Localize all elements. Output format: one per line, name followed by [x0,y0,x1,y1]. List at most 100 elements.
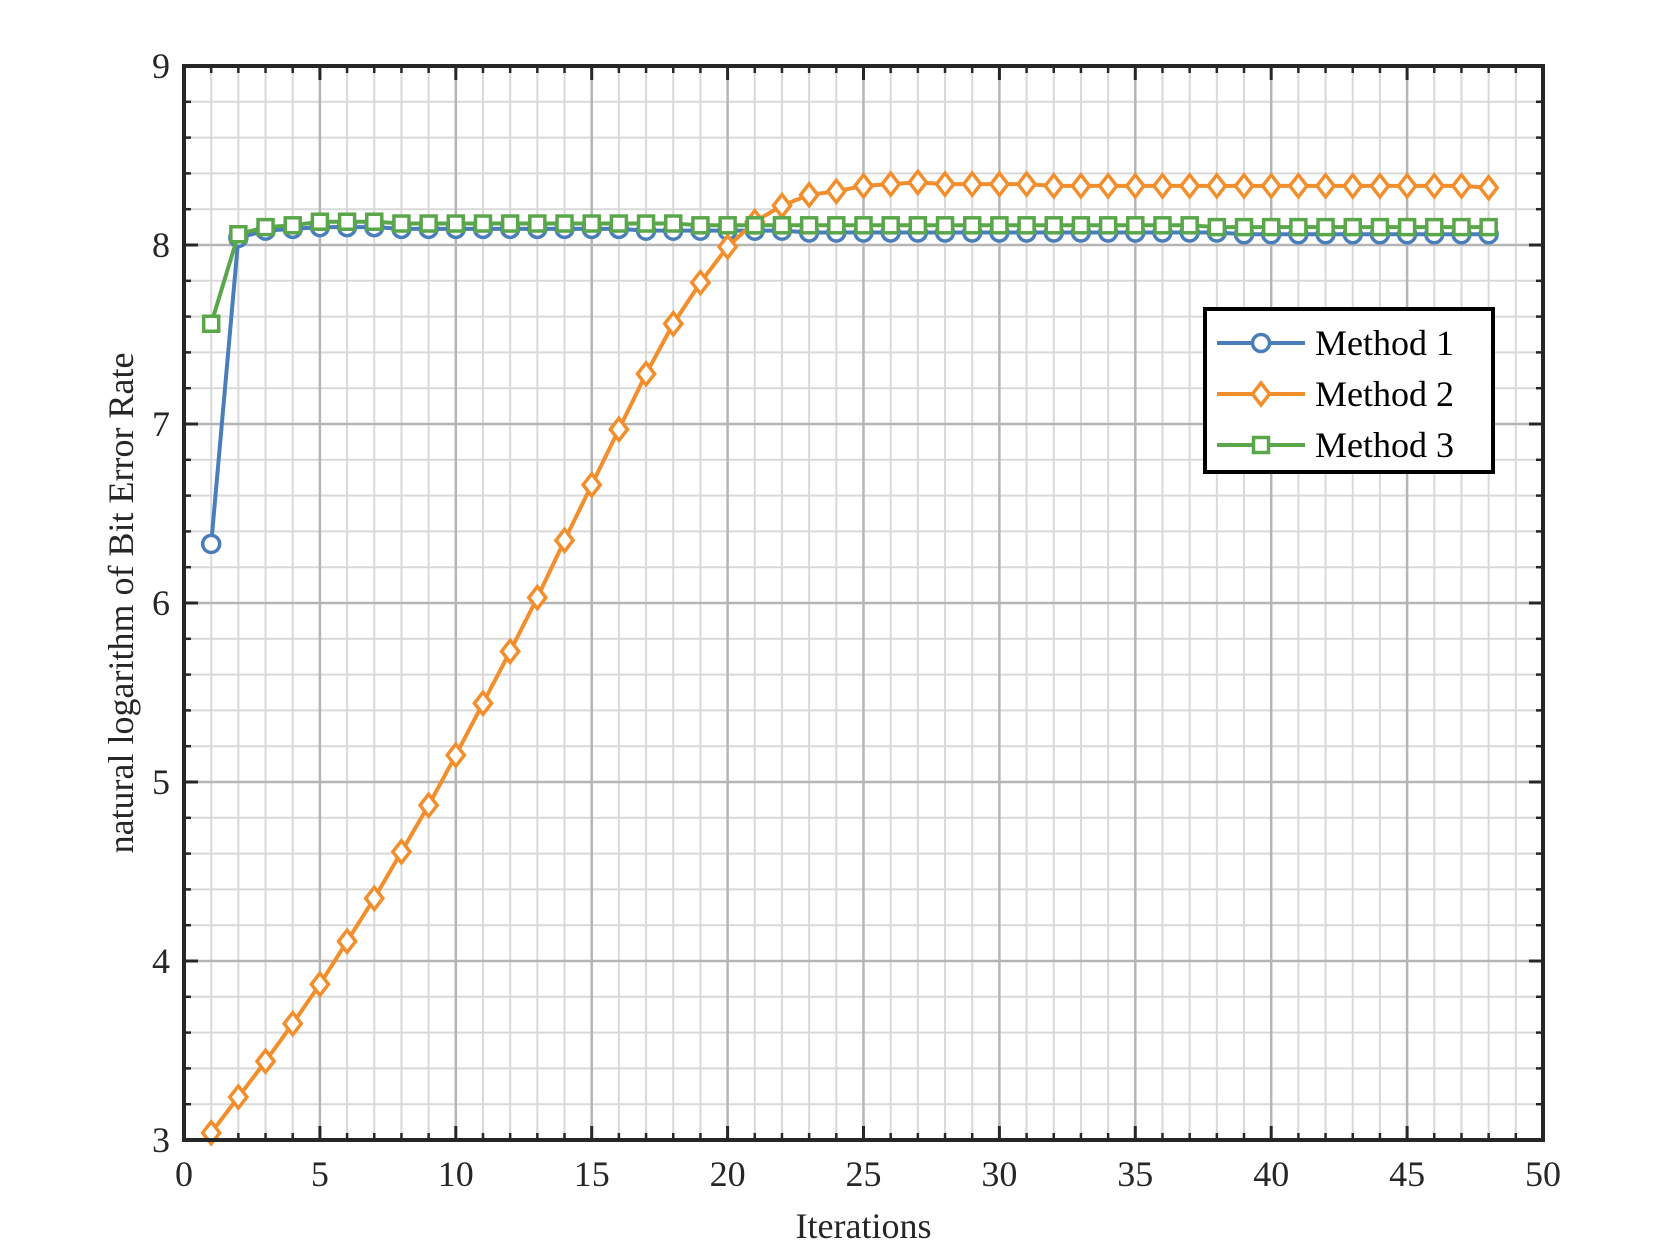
data-point-method-2 [363,884,386,913]
data-point-method-3 [1071,216,1091,235]
data-point-method-2 [445,741,467,769]
data-point-method-2 [254,1047,277,1076]
data-point-method-3 [636,214,656,233]
data-point-method-3 [1289,217,1308,237]
data-point-method-1 [200,533,222,555]
data-point-method-3 [854,216,873,235]
data-point-method-2 [1450,172,1473,200]
data-point-method-2 [1287,172,1310,200]
data-point-method-3 [582,214,601,233]
data-point-method-2 [662,309,685,338]
data-point-method-3 [419,214,438,233]
x-tick-label: 5 [311,1154,329,1194]
data-point-method-3 [1207,217,1227,237]
data-point-method-3 [256,217,275,237]
data-point-method-3 [337,212,357,231]
data-point-method-2 [1477,173,1500,202]
y-tick-label: 9 [152,46,170,86]
legend-marker-method-1 [1250,332,1272,354]
x-tick-label: 30 [981,1154,1017,1194]
data-point-method-2 [825,177,848,206]
legend-marker-method-2 [1250,380,1272,408]
data-point-method-3 [310,212,330,231]
data-point-method-2 [1369,172,1391,200]
data-point-method-3 [1479,217,1498,237]
data-point-method-2 [1097,172,1119,200]
x-tick-label: 10 [438,1154,474,1194]
data-point-method-2 [852,172,875,200]
data-point-method-3 [473,214,493,233]
x-tick-label: 0 [175,1154,193,1194]
x-tick-label: 15 [574,1154,610,1194]
data-point-method-3 [1126,216,1145,235]
legend-label-method-2: Method 2 [1315,374,1454,414]
data-point-method-3 [1343,217,1362,237]
data-point-method-3 [1153,216,1172,235]
data-point-method-2 [499,637,521,666]
data-point-method-3 [663,214,683,233]
legend-marker-method-3 [1251,435,1271,455]
data-point-method-3 [283,216,302,235]
data-point-method-2 [417,791,440,820]
data-point-method-2 [608,415,630,444]
data-point-method-3 [799,216,819,235]
data-point-method-2 [907,168,929,197]
data-point-method-2 [227,1083,250,1111]
data-point-method-3 [772,216,792,235]
data-point-method-2 [526,583,549,612]
data-point-method-2 [1178,172,1201,200]
data-point-method-3 [201,314,221,334]
x-tick-label: 50 [1525,1154,1561,1194]
data-point-method-2 [309,970,331,999]
data-point-method-3 [1425,217,1444,237]
data-point-method-2 [580,471,603,499]
data-point-method-3 [1316,217,1335,237]
data-point-method-2 [1206,172,1228,200]
data-point-method-3 [1370,217,1390,237]
data-point-method-2 [1151,172,1174,200]
data-point-method-3 [718,216,737,235]
x-tick-labels: 0 5 10 15 20 25 30 35 40 45 50 [175,1154,1561,1194]
data-point-method-3 [935,216,955,235]
data-point-method-3 [500,214,520,233]
plot-frame [182,64,1545,1142]
data-point-method-2 [798,181,820,209]
data-point-method-3 [1098,216,1118,235]
data-point-method-2 [1396,172,1418,200]
data-point-method-2 [1260,172,1282,200]
legend-label-method-1: Method 1 [1315,323,1454,363]
data-point-method-3 [827,216,846,235]
data-point-method-2 [472,689,494,718]
data-point-method-3 [691,216,710,235]
data-point-method-3 [229,225,248,244]
x-axis-label: Iterations [796,1206,932,1245]
data-point-method-2 [1233,172,1255,200]
y-axis-label: natural logarithm of Bit Error Rate [101,353,141,854]
data-point-method-2 [1341,172,1364,200]
data-point-method-3 [1397,217,1417,237]
data-point-method-2 [390,837,413,866]
x-tick-label: 40 [1253,1154,1289,1194]
data-point-method-2 [635,360,657,388]
data-point-method-2 [1042,172,1065,200]
legend-item-method-1: Method 1 [1217,323,1454,363]
x-tick-label: 45 [1389,1154,1425,1194]
x-tick-label: 25 [846,1154,882,1194]
data-point-method-2 [1124,172,1147,200]
data-point-method-2 [1314,172,1337,200]
data-point-method-2 [961,170,984,198]
data-point-method-3 [1234,217,1254,237]
data-point-method-3 [609,214,629,233]
y-tick-label: 3 [152,1120,170,1160]
y-tick-label: 5 [152,762,170,802]
data-point-method-2 [336,927,358,956]
legend-label-method-3: Method 3 [1315,425,1454,465]
x-tick-label: 20 [710,1154,746,1194]
data-point-method-2 [1423,172,1446,200]
data-point-method-2 [934,170,956,198]
data-point-method-3 [1452,217,1471,237]
data-point-method-3 [1180,216,1199,235]
y-tick-label: 6 [152,583,170,623]
